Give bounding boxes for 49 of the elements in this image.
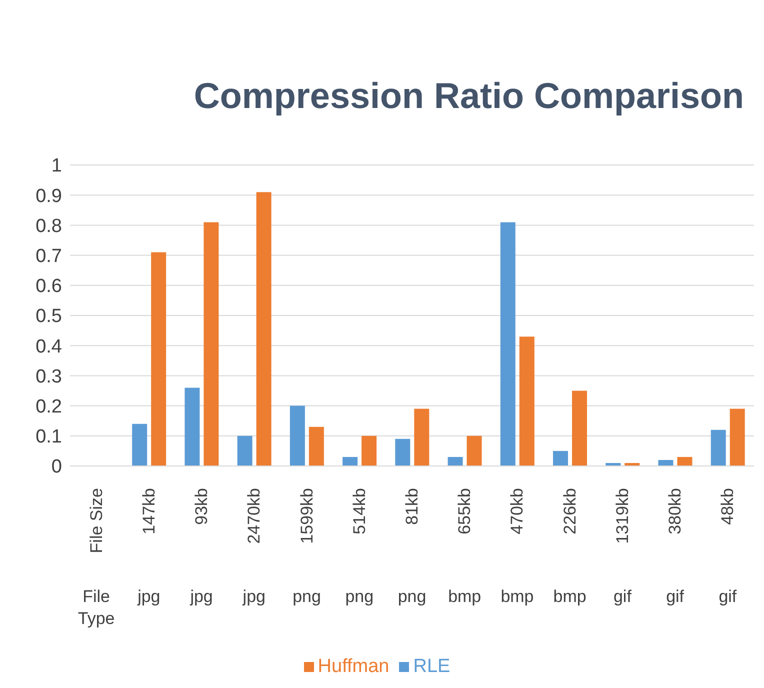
y-tick-label: 0.5: [36, 306, 62, 328]
bar: [132, 424, 148, 466]
legend-label: Huffman: [318, 656, 390, 677]
bar: [362, 436, 377, 466]
bar: [658, 460, 674, 466]
bar: [500, 222, 516, 466]
category-label: 2470kb jpg: [242, 488, 266, 606]
bar: [730, 408, 745, 466]
bar: [553, 450, 568, 466]
bar: [184, 388, 200, 466]
bar: [256, 192, 272, 466]
y-tick-label: 0.1: [36, 426, 62, 448]
category-label: File Size File Type: [78, 488, 115, 628]
category-label: 1599kb png: [292, 488, 321, 606]
bar: [395, 438, 410, 466]
bar: [677, 456, 692, 466]
bar: [414, 408, 430, 466]
y-tick-label: 0.4: [36, 336, 62, 358]
y-tick-label: 0: [51, 456, 62, 478]
category-label: 380kb gif: [666, 488, 685, 606]
y-tick-label: 0.8: [36, 216, 62, 237]
category-label: 226kb bmp: [553, 488, 586, 606]
bar: [237, 436, 252, 466]
y-tick-label: 0.6: [36, 276, 62, 298]
bar: [204, 222, 219, 466]
bar: [466, 436, 482, 466]
bar: [572, 390, 588, 466]
bar: [448, 456, 463, 466]
category-label: 81kb png: [398, 488, 426, 606]
legend-label: RLE: [413, 656, 450, 677]
bar: [308, 426, 324, 466]
bar: [710, 430, 726, 466]
y-tick-label: 0.9: [36, 186, 62, 207]
category-label: 48kb gif: [718, 488, 738, 606]
y-tick-label: 0.2: [36, 396, 62, 418]
category-label: 655kb bmp: [448, 488, 482, 606]
category-label: 470kb bmp: [500, 488, 534, 606]
y-tick-label: 1: [51, 156, 62, 177]
category-label: 1319kb gif: [612, 488, 632, 606]
bar: [519, 336, 534, 466]
chart-title: Compression Ratio Comparison: [192, 75, 744, 117]
category-label: 93kb jpg: [190, 488, 213, 606]
category-label: 514kb png: [345, 488, 374, 606]
bar: [290, 406, 305, 466]
category-label: 147kb jpg: [138, 488, 160, 606]
y-tick-label: 0.7: [36, 246, 62, 268]
bar: [151, 252, 166, 466]
bar: [342, 456, 358, 466]
y-tick-label: 0.3: [36, 366, 62, 388]
